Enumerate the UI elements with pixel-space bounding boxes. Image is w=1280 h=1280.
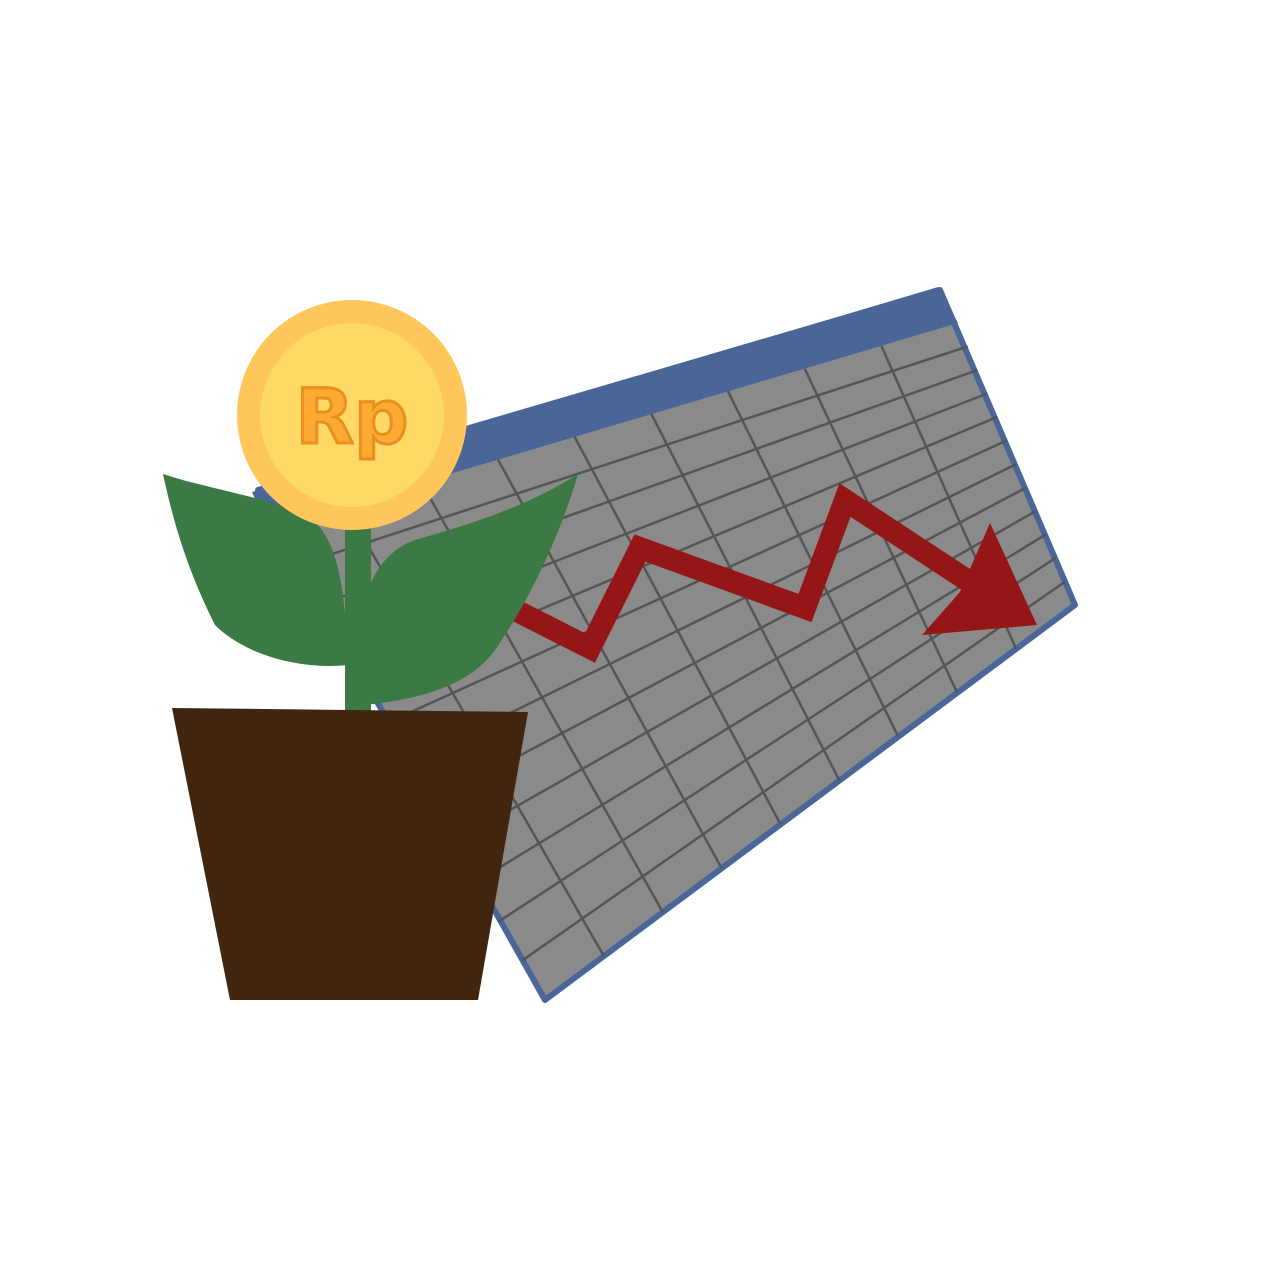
coin-icon: Rp — [237, 300, 467, 530]
flower-pot-icon — [172, 708, 528, 1000]
grid-row-line — [475, 533, 1047, 884]
down-trend-arrow-icon — [435, 483, 1037, 663]
grid-row-line — [521, 580, 1066, 962]
grid-row-line — [428, 486, 1027, 805]
plant-leaves-icon — [163, 474, 578, 720]
grid-column-line — [573, 436, 782, 826]
grid-row-line — [290, 345, 969, 569]
coin-symbol: Rp — [296, 372, 409, 461]
grid-row-line — [382, 439, 1008, 726]
